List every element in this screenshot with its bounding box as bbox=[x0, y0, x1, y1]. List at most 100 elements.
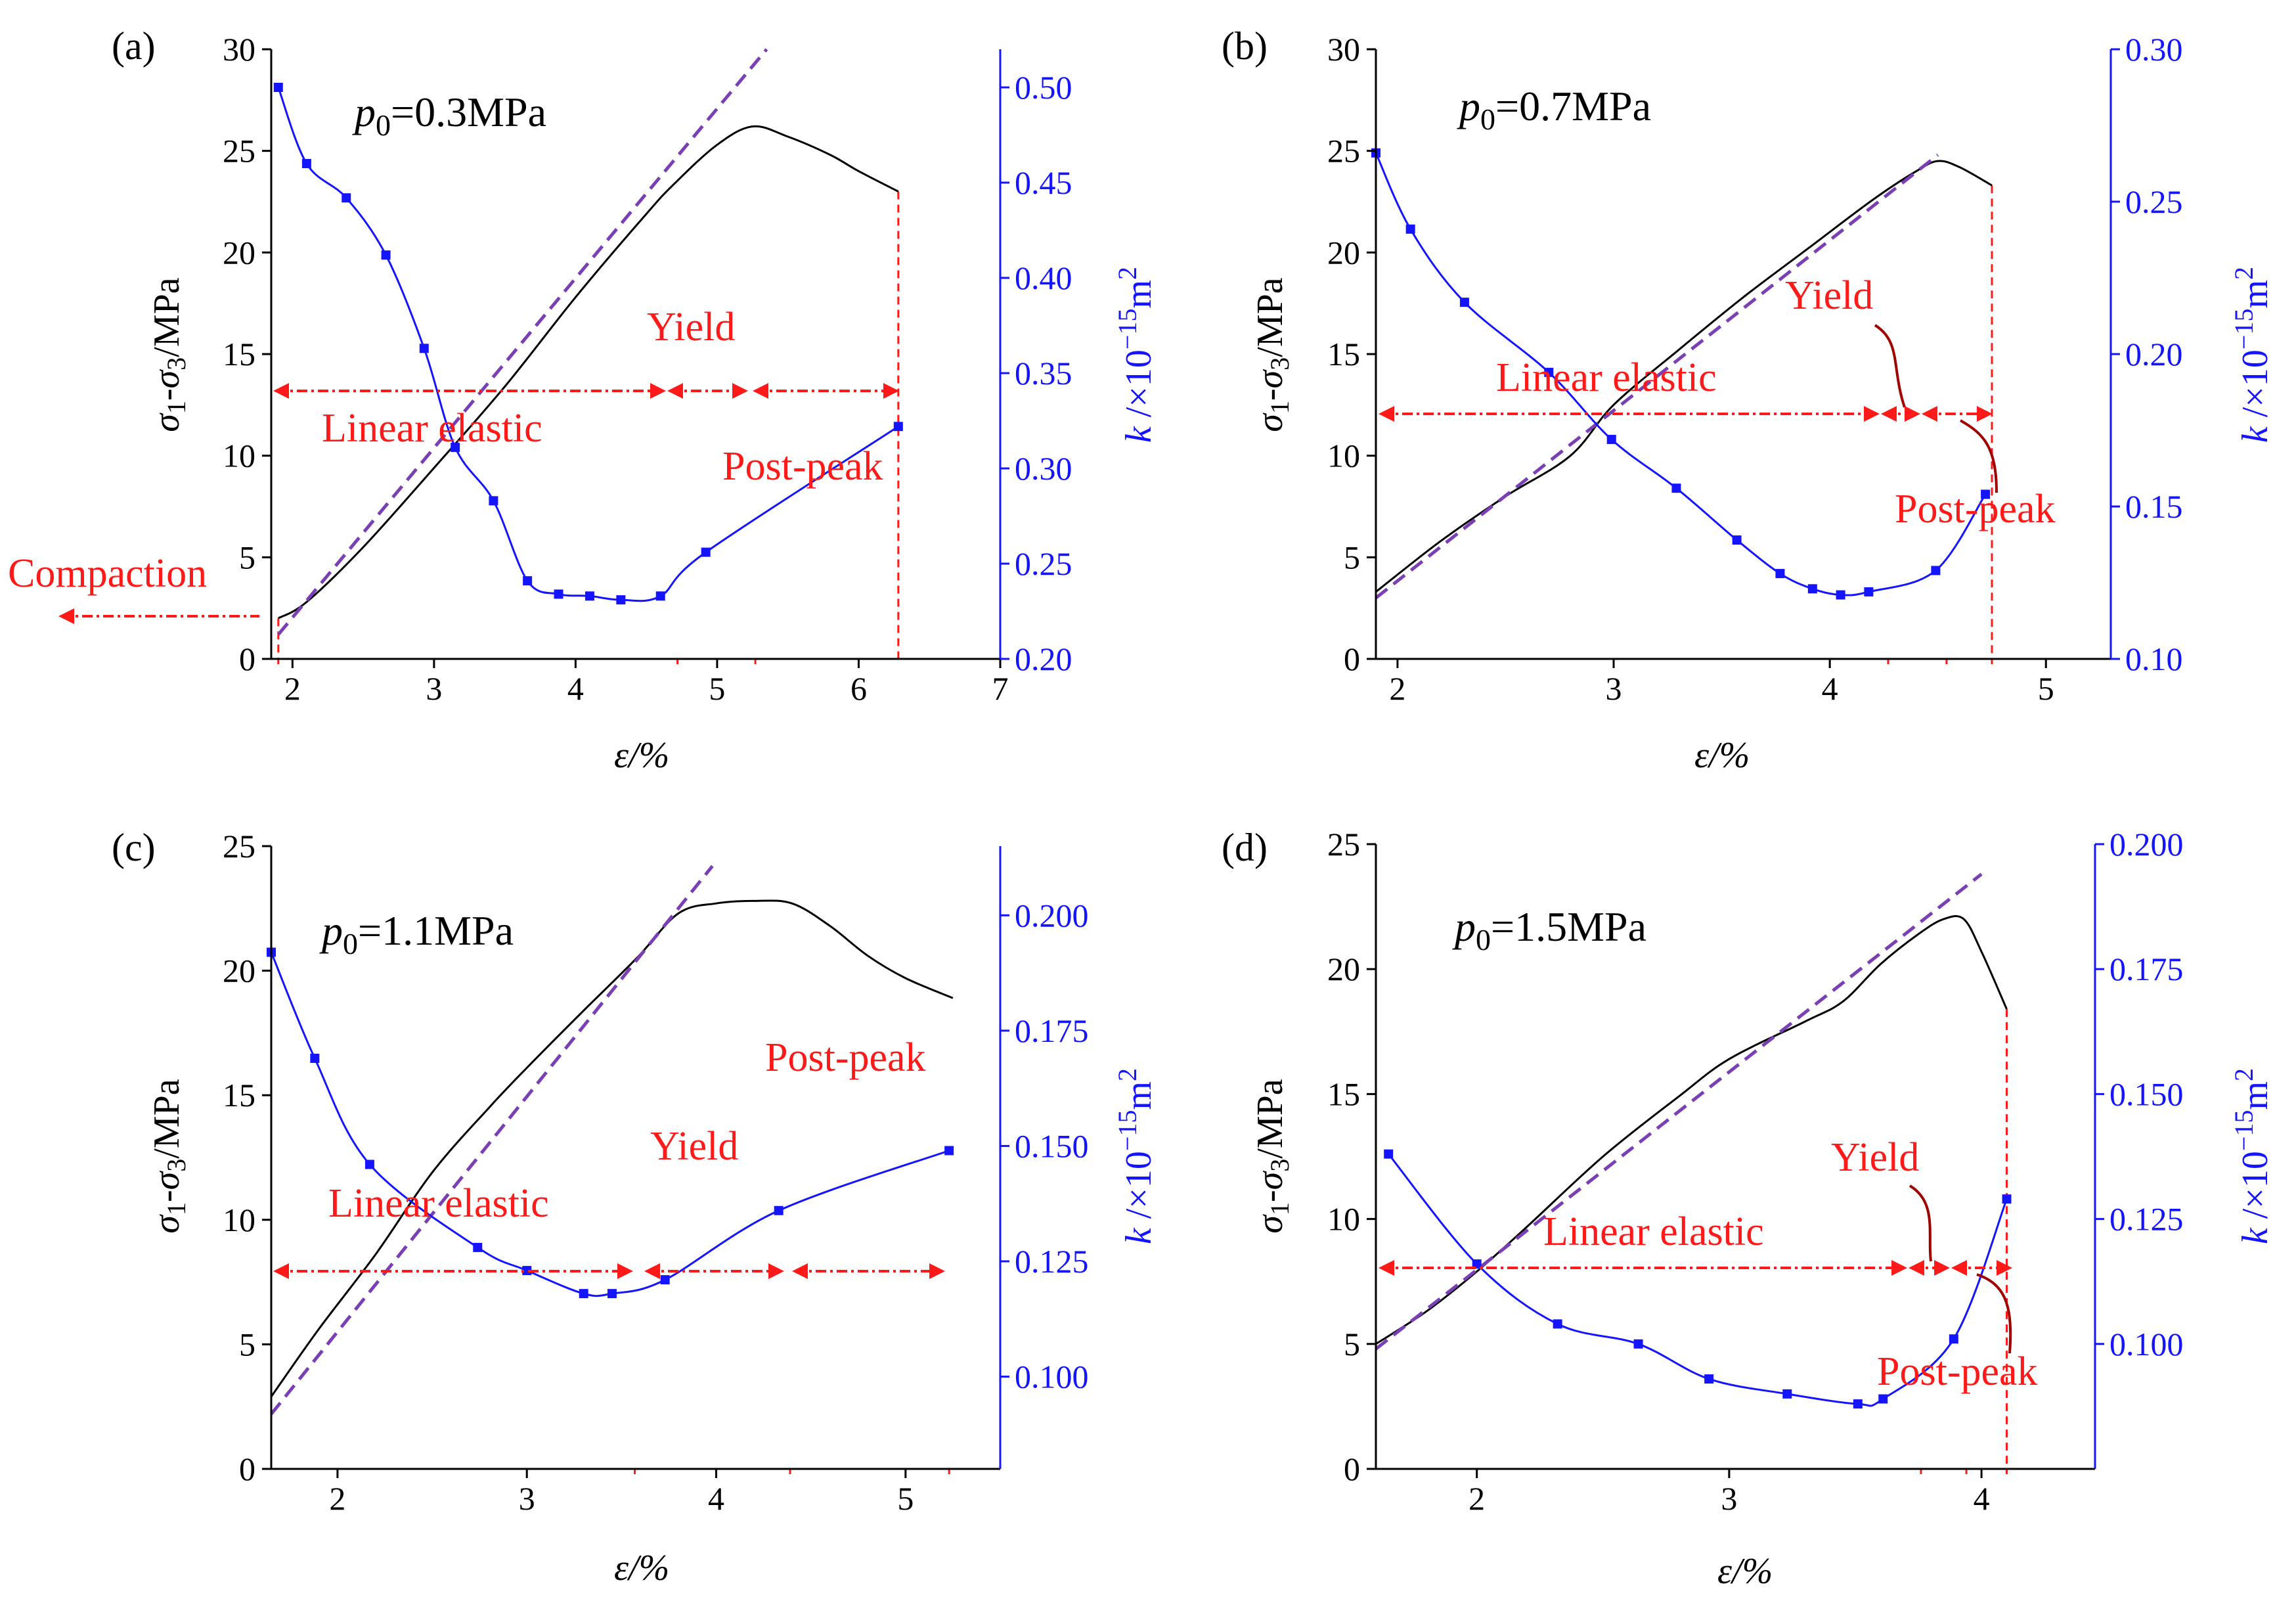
panel-a-k-point bbox=[616, 595, 626, 605]
panel-a-k-point bbox=[451, 443, 460, 453]
panel-a-k-point bbox=[585, 591, 594, 601]
panel-a-k-point bbox=[655, 591, 665, 601]
panel-b-ytick-left-label: 10 bbox=[1327, 438, 1360, 474]
panel-a-arrows bbox=[58, 383, 899, 624]
panel-d-linear-fit-line bbox=[1375, 872, 1983, 1351]
panel-d-k-point bbox=[1949, 1334, 1958, 1344]
panel-b-k-point bbox=[1671, 484, 1681, 493]
panel-b-ytick-left-label: 0 bbox=[1344, 641, 1360, 677]
panel-d-leaders bbox=[1909, 1184, 2012, 1354]
panel-d-ytick-right-label: 0.200 bbox=[2109, 826, 2184, 863]
panel-d: 2 3 4 0 5 10 15 20 25 0.100 0.125 0.150 0.175 0.200 (… bbox=[1222, 826, 2276, 1592]
panel-c-xtick-label: 2 bbox=[329, 1480, 345, 1517]
panel-a-ytick-left-label: 0 bbox=[239, 641, 255, 677]
panel-b-ylabel-right: k /×10−15m2 bbox=[2229, 267, 2276, 443]
panel-c-ytick-left-label: 25 bbox=[223, 828, 255, 865]
panel-d-ylabel-left: σ1-σ3/MPa bbox=[1250, 1079, 1294, 1233]
panel-b-ytick-right-label: 0.25 bbox=[2125, 183, 2183, 220]
panel-c-k-point bbox=[944, 1146, 954, 1156]
panel-a-xtick-label: 3 bbox=[426, 670, 442, 707]
panel-d-stage-yield: Yield bbox=[1831, 1135, 1919, 1180]
panel-a-ytick-left-label: 15 bbox=[223, 336, 255, 372]
panel-c-k-point bbox=[473, 1242, 483, 1252]
panel-b-k-point bbox=[1775, 569, 1785, 579]
panel-b-k-point bbox=[1864, 587, 1874, 596]
panel-d-k-point bbox=[2002, 1194, 2012, 1204]
panel-a-ytick-left-label: 10 bbox=[223, 438, 255, 474]
panel-a-title: p0=0.3MPa bbox=[352, 89, 546, 142]
panel-c-ytick-left-label: 0 bbox=[239, 1451, 255, 1487]
panel-a-ytick-left-label: 5 bbox=[239, 539, 255, 575]
panel-d-ytick-left-label: 5 bbox=[1344, 1326, 1360, 1362]
panel-a-k-curve bbox=[277, 87, 899, 602]
panel-c-k-curve bbox=[270, 951, 950, 1297]
panel-d-xtick-label: 4 bbox=[1974, 1480, 1990, 1517]
panel-c-ytick-left-label: 20 bbox=[223, 953, 255, 989]
panel-a-stage-compaction: Compaction bbox=[8, 551, 207, 596]
panel-b-ytick-right-label: 0.10 bbox=[2125, 641, 2183, 677]
panel-a-k-point bbox=[893, 422, 903, 432]
panel-a-k-point bbox=[273, 83, 283, 92]
panel-d-k-curve bbox=[1388, 1153, 2008, 1407]
panel-c-linear-fit-line bbox=[270, 865, 714, 1416]
panel-d-ytick-right-label: 0.125 bbox=[2109, 1201, 2184, 1238]
panel-a-xtick-label: 7 bbox=[992, 670, 1009, 707]
panel-b-k-point bbox=[1981, 489, 1991, 499]
panel-b-xtick-label: 2 bbox=[1389, 670, 1405, 707]
panel-b-stage-post-peak: Post-peak bbox=[1895, 487, 2056, 531]
panel-b-ytick-right-label: 0.30 bbox=[2125, 31, 2183, 68]
panel-d-ytick-right-label: 0.175 bbox=[2109, 951, 2184, 987]
panel-d-plot bbox=[1375, 872, 2012, 1474]
panel-a-label: (a) bbox=[112, 24, 156, 68]
panel-a-ytick-right-label: 0.45 bbox=[1015, 164, 1072, 201]
panel-d-stage-post-peak: Post-peak bbox=[1877, 1349, 2038, 1394]
panel-a-k-point bbox=[342, 193, 351, 203]
panel-c-xlabel: ε/% bbox=[614, 1548, 669, 1588]
panel-b-label: (b) bbox=[1222, 24, 1268, 68]
panel-d-xtick-label: 2 bbox=[1468, 1480, 1485, 1517]
panel-a-stage-post-peak: Post-peak bbox=[722, 444, 883, 489]
panel-a-linear-fit-line bbox=[276, 48, 768, 636]
panel-c-xtick-label: 3 bbox=[519, 1480, 535, 1517]
panel-c-ytick-right-label: 0.150 bbox=[1015, 1127, 1089, 1164]
panel-d-k-point bbox=[1553, 1319, 1562, 1329]
panel-a-ytick-right-label: 0.20 bbox=[1015, 641, 1072, 677]
panel-c-ylabel-left: σ1-σ3/MPa bbox=[146, 1079, 191, 1233]
panel-c: 2 3 4 505101520250.1000.1250.1500.1750.200 … bbox=[112, 826, 1159, 1588]
panel-c-k-point bbox=[607, 1289, 617, 1299]
panel-c-stage-post-peak: Post-peak bbox=[765, 1035, 926, 1080]
panel-a-ytick-left-label: 20 bbox=[223, 234, 255, 271]
panel-b-stage-yield: Yield bbox=[1785, 273, 1873, 318]
panel-b-xtick-label: 3 bbox=[1606, 670, 1622, 707]
panel-c-stage-linear-elastic: Linear elastic bbox=[328, 1181, 549, 1226]
panel-b-leaders bbox=[1874, 324, 1998, 493]
panel-a-xtick-label: 2 bbox=[284, 670, 301, 707]
panel-d-k-point bbox=[1853, 1399, 1863, 1409]
panel-c-xtick-label: 5 bbox=[897, 1480, 914, 1517]
panel-d-stage-linear-elastic: Linear elastic bbox=[1543, 1209, 1764, 1254]
panel-b-linear-fit-line bbox=[1375, 153, 1939, 600]
panel-a-xtick-label: 6 bbox=[850, 670, 867, 707]
panel-b-ytick-left-label: 25 bbox=[1327, 133, 1360, 169]
panel-a-k-point bbox=[381, 250, 391, 260]
panel-a-stress-curve bbox=[278, 125, 899, 619]
panel-a-ylabel-right: k /×10−15m2 bbox=[1113, 267, 1159, 443]
panel-c-plot bbox=[267, 865, 954, 1474]
panel-a-k-point bbox=[419, 344, 429, 353]
panel-c-ytick-right-label: 0.175 bbox=[1015, 1012, 1089, 1049]
panel-a-k-point bbox=[523, 576, 533, 586]
panel-b-k-point bbox=[1732, 535, 1742, 545]
panel-c-k-point bbox=[310, 1054, 320, 1064]
panel-a-xlabel: ε/% bbox=[614, 735, 669, 776]
panel-b-ytick-left-label: 30 bbox=[1327, 31, 1360, 68]
panel-c-ytick-left-label: 10 bbox=[223, 1202, 255, 1238]
panel-a-k-point bbox=[301, 159, 311, 168]
panel-b-k-point bbox=[1606, 434, 1616, 444]
panel-d-ytick-right-label: 0.150 bbox=[2109, 1075, 2184, 1112]
panel-a-k-point bbox=[489, 496, 498, 506]
panel-d-ylabel-right: k /×10−15m2 bbox=[2229, 1068, 2276, 1244]
panel-a-ytick-right-label: 0.50 bbox=[1015, 69, 1072, 106]
panel-d-ytick-left-label: 15 bbox=[1327, 1075, 1360, 1112]
panel-b-ytick-right-label: 0.15 bbox=[2125, 488, 2183, 525]
